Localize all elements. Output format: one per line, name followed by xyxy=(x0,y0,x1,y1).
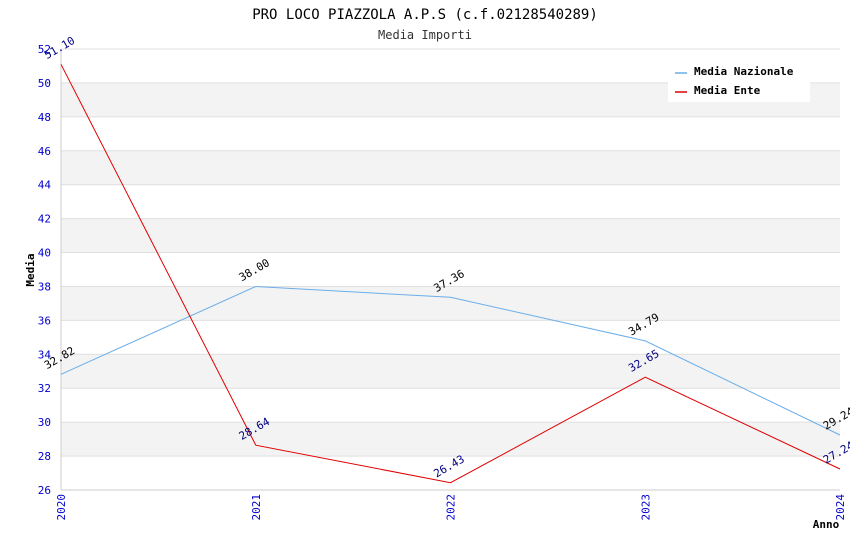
series-lines xyxy=(60,64,841,484)
grid-band xyxy=(61,218,840,253)
y-tick-label: 28 xyxy=(38,450,51,463)
legend-label-nazionale: Media Nazionale xyxy=(694,65,794,78)
x-tick-label: 2020 xyxy=(55,494,68,521)
y-tick-label: 42 xyxy=(38,213,51,226)
data-label: 51.10 xyxy=(42,34,77,62)
x-tick-labels: 2020 2021 2022 2023 2024 xyxy=(55,494,847,521)
y-tick-label: 40 xyxy=(38,247,51,260)
x-tick-label: 2023 xyxy=(639,494,652,521)
y-tick-label: 36 xyxy=(38,314,51,327)
data-label: 26.43 xyxy=(432,452,467,480)
chart-subtitle: Media Importi xyxy=(378,28,472,42)
grid-band xyxy=(61,354,840,389)
legend-label-ente: Media Ente xyxy=(694,84,761,97)
x-tick-label: 2024 xyxy=(834,494,847,521)
y-tick-label: 32 xyxy=(38,382,51,395)
legend: Media Nazionale Media Ente xyxy=(668,60,810,102)
data-label: 38.00 xyxy=(237,256,272,284)
y-tick-label: 30 xyxy=(38,416,51,429)
y-tick-label: 26 xyxy=(38,484,51,497)
grid-band xyxy=(61,422,840,457)
y-tick-label: 46 xyxy=(38,145,51,158)
y-tick-label: 34 xyxy=(38,348,52,361)
plot-bands xyxy=(61,82,840,457)
y-tick-label: 52 xyxy=(38,43,51,56)
y-tick-label: 38 xyxy=(38,280,51,293)
grid-band xyxy=(61,150,840,185)
y-tick-label: 48 xyxy=(38,111,51,124)
series-line xyxy=(60,64,841,484)
x-axis-label: Anno xyxy=(813,518,840,531)
grid-band xyxy=(61,286,840,321)
x-tick-label: 2021 xyxy=(250,494,263,521)
y-axis-label: Media xyxy=(24,253,37,286)
x-tick-label: 2022 xyxy=(445,494,458,521)
y-tick-labels: 26 28 30 32 34 36 38 40 42 44 46 48 50 52 xyxy=(38,43,52,497)
y-tick-label: 44 xyxy=(38,179,52,192)
gridlines xyxy=(61,48,840,491)
chart-title: PRO LOCO PIAZZOLA A.P.S (c.f.02128540289… xyxy=(252,7,598,23)
y-tick-label: 50 xyxy=(38,77,51,90)
series-line xyxy=(60,285,841,436)
legend-box xyxy=(668,60,810,102)
